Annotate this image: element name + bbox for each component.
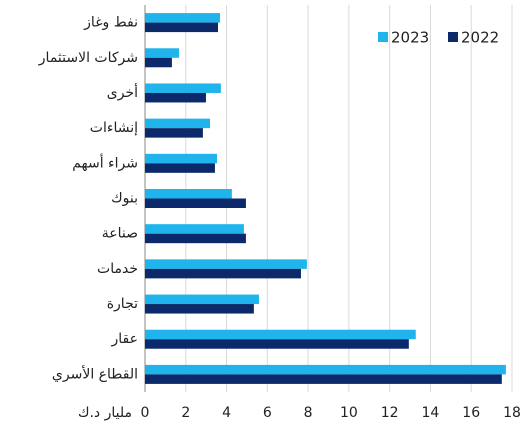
y-tick-label: أخرى bbox=[107, 83, 138, 101]
x-tick-label: 14 bbox=[422, 405, 440, 421]
x-tick-label: 0 bbox=[141, 405, 150, 421]
bar bbox=[145, 92, 206, 103]
x-tick-label: 10 bbox=[340, 405, 358, 421]
x-tick-label: 8 bbox=[304, 405, 313, 421]
bar bbox=[145, 57, 172, 68]
y-tick-label: شركات الاستثمار bbox=[38, 50, 138, 66]
x-axis-label: مليار د.ك bbox=[78, 405, 132, 421]
y-tick-label: خدمات bbox=[97, 261, 138, 277]
legend-label: 2022 bbox=[461, 29, 499, 47]
x-tick-label: 6 bbox=[263, 405, 272, 421]
bar bbox=[145, 329, 416, 340]
legend-swatch bbox=[378, 32, 388, 42]
bar bbox=[145, 339, 409, 349]
bar bbox=[145, 189, 232, 199]
bar bbox=[145, 118, 211, 129]
bar bbox=[145, 233, 246, 244]
y-tick-label: بنوك bbox=[111, 191, 138, 207]
bar bbox=[145, 198, 246, 208]
y-tick-label: نفط وغاز bbox=[83, 15, 138, 31]
bar bbox=[145, 13, 221, 23]
bar bbox=[145, 22, 218, 33]
bar bbox=[145, 304, 254, 314]
x-tick-label: 18 bbox=[503, 405, 521, 421]
bar bbox=[145, 268, 301, 279]
bar bbox=[145, 128, 203, 138]
bar bbox=[145, 224, 244, 234]
x-tick-label: 16 bbox=[462, 405, 480, 421]
bar bbox=[145, 163, 215, 173]
x-tick-label: 2 bbox=[181, 405, 190, 421]
y-tick-label: شراء أسهم bbox=[72, 153, 138, 171]
x-tick-label: 4 bbox=[222, 405, 231, 421]
bar bbox=[145, 374, 502, 384]
bar bbox=[145, 83, 221, 93]
x-tick-label: 12 bbox=[381, 405, 399, 421]
y-tick-label: عقار bbox=[111, 331, 138, 347]
y-tick-label: القطاع الأسري bbox=[52, 364, 138, 382]
y-tick-label: إنشاءات bbox=[90, 120, 138, 136]
bar bbox=[145, 153, 217, 164]
y-tick-label: تجارة bbox=[107, 296, 138, 312]
y-tick-label: صناعة bbox=[102, 226, 138, 242]
legend-swatch bbox=[448, 32, 458, 42]
bar bbox=[145, 364, 506, 375]
bar bbox=[145, 259, 307, 269]
legend-label: 2023 bbox=[391, 29, 429, 47]
bar bbox=[145, 48, 180, 58]
bar bbox=[145, 294, 259, 305]
